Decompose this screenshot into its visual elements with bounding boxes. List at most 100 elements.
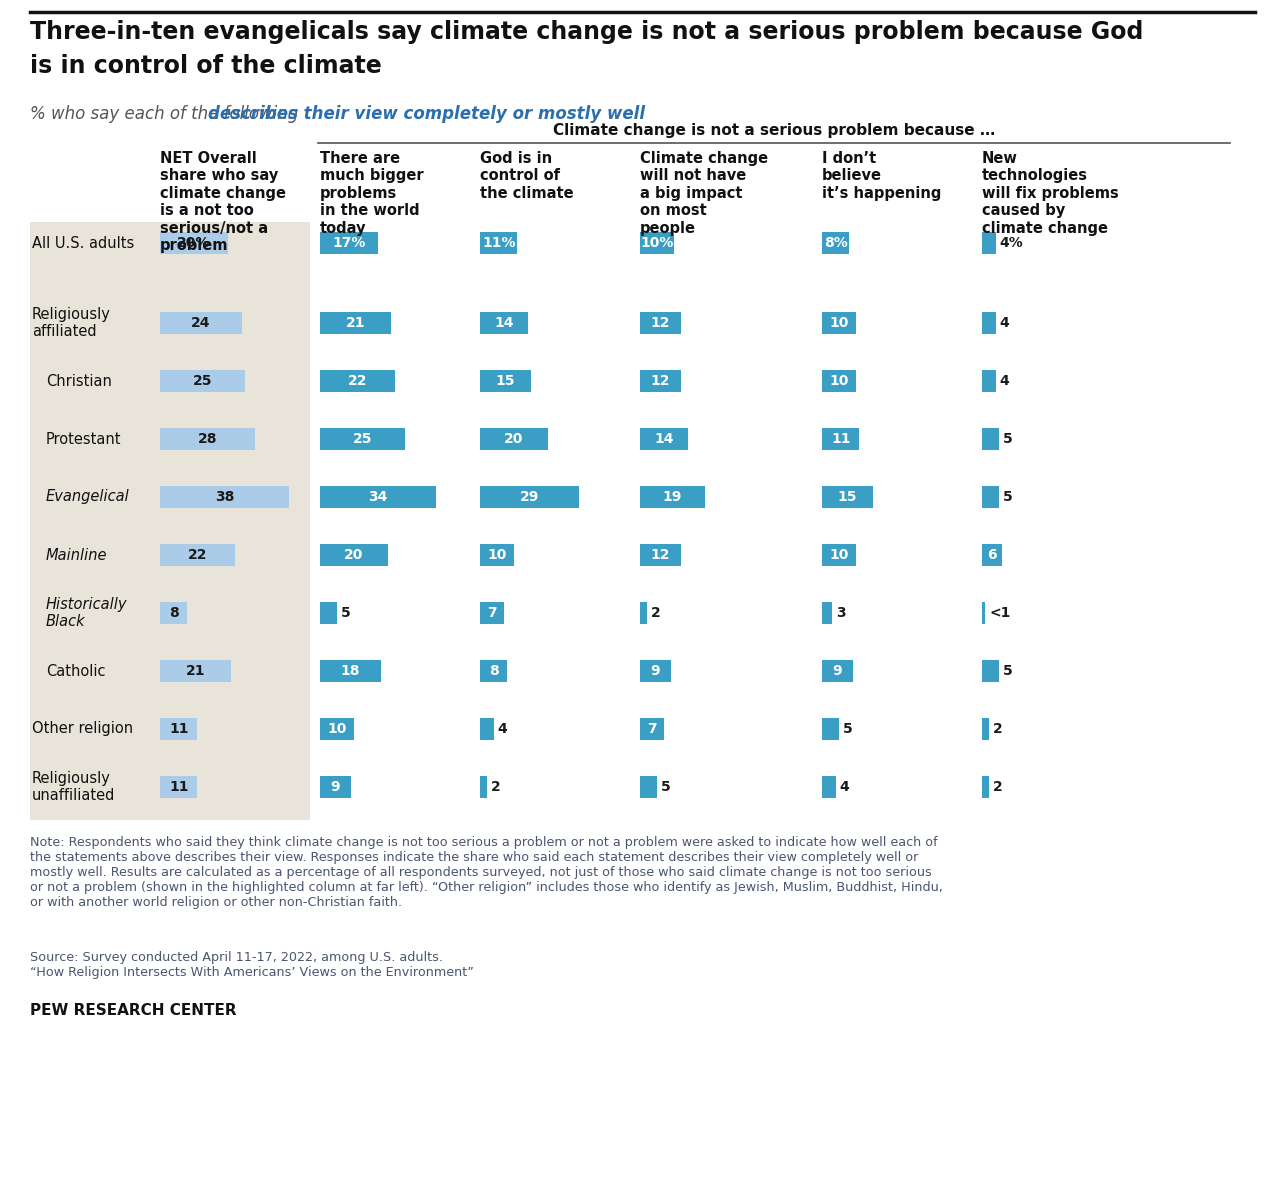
Text: 21: 21 — [346, 316, 366, 329]
Text: 34: 34 — [369, 490, 388, 504]
Text: describes their view completely or mostly well: describes their view completely or mostl… — [207, 105, 645, 123]
Text: 8%: 8% — [824, 236, 847, 250]
Bar — [822, 544, 856, 565]
Bar — [640, 544, 681, 565]
Bar — [822, 370, 856, 392]
Text: 20: 20 — [504, 432, 524, 446]
Bar — [480, 428, 548, 450]
Bar — [160, 776, 197, 798]
Bar — [982, 311, 996, 334]
Bar — [320, 718, 355, 740]
Text: Other religion: Other religion — [32, 721, 133, 737]
Text: There are
much bigger
problems
in the world
today: There are much bigger problems in the wo… — [320, 151, 424, 236]
Text: 5: 5 — [844, 722, 852, 736]
Text: 2: 2 — [490, 780, 500, 794]
Bar — [982, 544, 1002, 565]
Text: PEW RESEARCH CENTER: PEW RESEARCH CENTER — [29, 1003, 237, 1018]
Text: 10: 10 — [829, 547, 849, 562]
Bar — [982, 486, 998, 508]
Text: 8: 8 — [169, 606, 178, 621]
Bar — [982, 428, 998, 450]
Text: 4: 4 — [1000, 316, 1010, 329]
Bar — [640, 660, 671, 682]
Bar — [640, 428, 687, 450]
Text: 14: 14 — [494, 316, 513, 329]
Bar — [160, 603, 187, 624]
Text: 2: 2 — [993, 722, 1002, 736]
Bar — [822, 311, 856, 334]
Text: 22: 22 — [188, 547, 207, 562]
Text: 3: 3 — [836, 606, 846, 621]
Text: 9: 9 — [832, 664, 842, 678]
Bar — [640, 486, 704, 508]
Text: 6: 6 — [987, 547, 997, 562]
Bar — [320, 660, 381, 682]
Text: Mainline: Mainline — [46, 547, 108, 563]
Bar — [320, 486, 435, 508]
Text: 10: 10 — [829, 374, 849, 388]
Text: Climate change
will not have
a big impact
on most
people: Climate change will not have a big impac… — [640, 151, 768, 236]
Text: 11: 11 — [831, 432, 850, 446]
Text: Three-in-ten evangelicals say climate change is not a serious problem because Go: Three-in-ten evangelicals say climate ch… — [29, 20, 1143, 44]
Text: 22: 22 — [348, 374, 367, 388]
Text: Evangelical: Evangelical — [46, 490, 129, 504]
Bar — [320, 428, 404, 450]
Text: 4: 4 — [1000, 374, 1010, 388]
Text: 8: 8 — [489, 664, 498, 678]
Text: 2: 2 — [650, 606, 660, 621]
Bar — [160, 370, 244, 392]
Bar — [640, 232, 675, 254]
Text: <1: <1 — [989, 606, 1011, 621]
Bar — [480, 776, 486, 798]
Text: NET Overall
share who say
climate change
is a not too
serious/not a
problem: NET Overall share who say climate change… — [160, 151, 285, 253]
Bar — [982, 660, 998, 682]
Text: 11: 11 — [169, 780, 188, 794]
Text: 20%: 20% — [178, 236, 211, 250]
Text: 19: 19 — [663, 490, 682, 504]
Text: 4: 4 — [840, 780, 850, 794]
Text: 5: 5 — [660, 780, 671, 794]
Bar — [480, 370, 531, 392]
Text: 5: 5 — [340, 606, 351, 621]
Text: 11: 11 — [169, 722, 188, 736]
Text: Religiously
unaffiliated: Religiously unaffiliated — [32, 770, 115, 803]
Bar — [480, 486, 579, 508]
Text: 20: 20 — [344, 547, 364, 562]
Text: 38: 38 — [215, 490, 234, 504]
Text: 17%: 17% — [333, 236, 366, 250]
Text: 15: 15 — [837, 490, 858, 504]
Bar — [480, 660, 507, 682]
Bar — [160, 486, 289, 508]
Bar — [480, 603, 504, 624]
Text: Historically
Black: Historically Black — [46, 597, 128, 629]
Text: Religiously
affiliated: Religiously affiliated — [32, 307, 111, 339]
Text: 9: 9 — [650, 664, 660, 678]
Bar — [160, 311, 242, 334]
Bar — [320, 603, 337, 624]
Bar — [982, 232, 996, 254]
Bar — [822, 660, 852, 682]
Text: All U.S. adults: All U.S. adults — [32, 236, 134, 250]
Bar — [29, 222, 310, 819]
Text: 12: 12 — [650, 547, 671, 562]
Text: % who say each of the following: % who say each of the following — [29, 105, 303, 123]
Text: 18: 18 — [340, 664, 361, 678]
Text: 11%: 11% — [483, 236, 516, 250]
Text: 9: 9 — [330, 780, 340, 794]
Bar — [640, 311, 681, 334]
Bar — [480, 311, 527, 334]
Text: New
technologies
will fix problems
caused by
climate change: New technologies will fix problems cause… — [982, 151, 1119, 236]
Text: is in control of the climate: is in control of the climate — [29, 54, 381, 78]
Bar — [822, 486, 873, 508]
Bar — [320, 544, 388, 565]
Text: 7: 7 — [648, 722, 657, 736]
Bar — [822, 776, 836, 798]
Bar — [982, 776, 988, 798]
Bar — [160, 428, 255, 450]
Bar — [160, 718, 197, 740]
Bar — [320, 370, 394, 392]
Text: 28: 28 — [198, 432, 218, 446]
Bar — [982, 718, 988, 740]
Bar — [320, 232, 378, 254]
Text: 10: 10 — [488, 547, 507, 562]
